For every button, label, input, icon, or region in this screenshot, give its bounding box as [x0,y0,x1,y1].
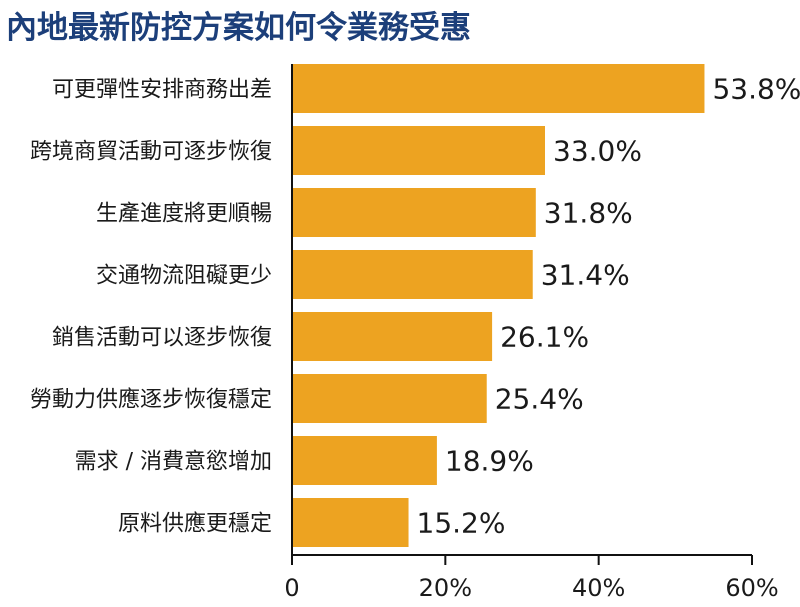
value-label: 31.8% [544,197,633,230]
value-labels: 53.8% 33.0% 31.8% 31.4% 26.1% 25.4% 18.9% 15.2% [417,73,800,540]
bar [292,64,705,113]
category-label: 銷售活動可以逐步恢復 [52,326,272,351]
category-label: 勞動力供應逐步恢復穩定 [30,387,272,413]
value-label: 53.8% [712,73,800,106]
bar [292,312,493,361]
category-label: 可更彈性安排商務出差 [52,78,272,103]
value-label: 18.9% [445,445,534,478]
bar [292,436,437,485]
x-tick-label: 60% [725,574,778,602]
bar [292,250,533,299]
bar [292,498,409,547]
x-tick-label: 0 [284,574,299,602]
axes: 0 20% 40% 60% [284,64,779,602]
value-label: 25.4% [495,383,584,416]
value-label: 31.4% [541,259,630,292]
category-labels: 可更彈性安排商務出差跨境商貿活動可逐步恢復生產進度將更順暢交通物流阻礙更少銷售活… [30,78,272,537]
x-tick-label: 20% [419,574,472,602]
bars-group [292,64,705,547]
x-tick-label: 40% [572,574,625,602]
category-label: 跨境商貿活動可逐步恢復 [30,140,272,165]
category-label: 原料供應更穩定 [118,511,272,537]
category-label: 交通物流阻礙更少 [96,264,272,289]
bar [292,126,545,175]
chart-title: 內地最新防控方案如何令業務受惠 [6,10,471,46]
value-label: 33.0% [553,135,642,168]
category-label: 需求 / 消費意慾增加 [75,450,272,475]
bar [292,188,536,237]
value-label: 15.2% [417,507,506,540]
value-label: 26.1% [500,321,589,354]
bar [292,374,487,423]
category-label: 生產進度將更順暢 [96,202,272,227]
